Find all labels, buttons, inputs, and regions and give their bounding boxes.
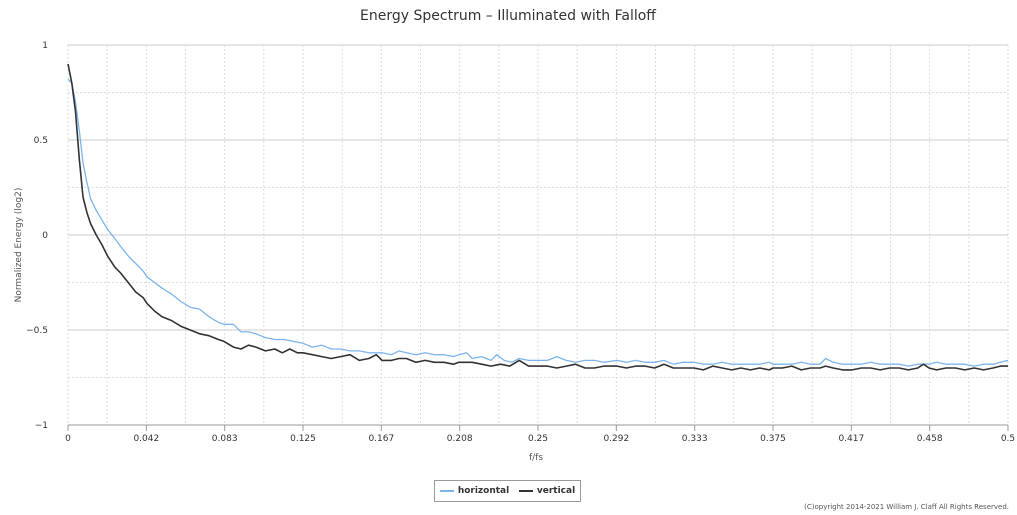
- legend-label-vertical: vertical: [536, 486, 576, 496]
- axes: 1 0.5 0 −0.5 −1 0 0.042 0.083 0.125 0.167 0.208 0.2…: [26, 41, 1015, 444]
- legend-swatch-vertical: [518, 490, 533, 492]
- grid: [67, 44, 1009, 426]
- x-tick-label: 0.208: [447, 434, 473, 444]
- series-line-horizontal[interactable]: [67, 78, 1009, 367]
- y-tick-label: 0.5: [34, 136, 48, 146]
- legend-item-vertical[interactable]: vertical: [518, 486, 576, 496]
- y-tick-label: 0: [42, 231, 48, 241]
- x-tick-label: 0.083: [212, 434, 238, 444]
- series-lines: [67, 63, 1009, 371]
- y-axis-label: Normalized Energy (log2): [14, 188, 24, 303]
- legend-item-horizontal[interactable]: horizontal: [439, 486, 510, 496]
- x-tick-label: 0.417: [838, 434, 864, 444]
- x-tick-label: 0.375: [760, 434, 786, 444]
- x-tick-label: 0.167: [368, 434, 394, 444]
- y-tick-label: −1: [35, 421, 48, 431]
- x-tick-label: 0.125: [290, 434, 316, 444]
- legend-label-horizontal: horizontal: [457, 486, 510, 496]
- copyright-notice: (C)opyright 2014-2021 William J. Claff A…: [804, 503, 1009, 511]
- legend-swatch-horizontal: [439, 490, 454, 492]
- x-tick-label: 0.5: [1001, 434, 1015, 444]
- y-tick-label: 1: [42, 41, 48, 51]
- x-tick-label: 0.333: [682, 434, 708, 444]
- x-tick-label: 0.458: [917, 434, 943, 444]
- x-tick-label: 0: [65, 434, 71, 444]
- x-tick-label: 0.25: [528, 434, 548, 444]
- x-tick-label: 0.042: [133, 434, 159, 444]
- chart-title: Energy Spectrum – Illuminated with Fallo…: [360, 8, 656, 24]
- x-axis-label: f/fs: [529, 453, 543, 463]
- x-tick-label: 0.292: [603, 434, 629, 444]
- y-tick-label: −0.5: [26, 326, 48, 336]
- series-line-vertical[interactable]: [67, 63, 1008, 371]
- legend: horizontal vertical: [434, 480, 581, 502]
